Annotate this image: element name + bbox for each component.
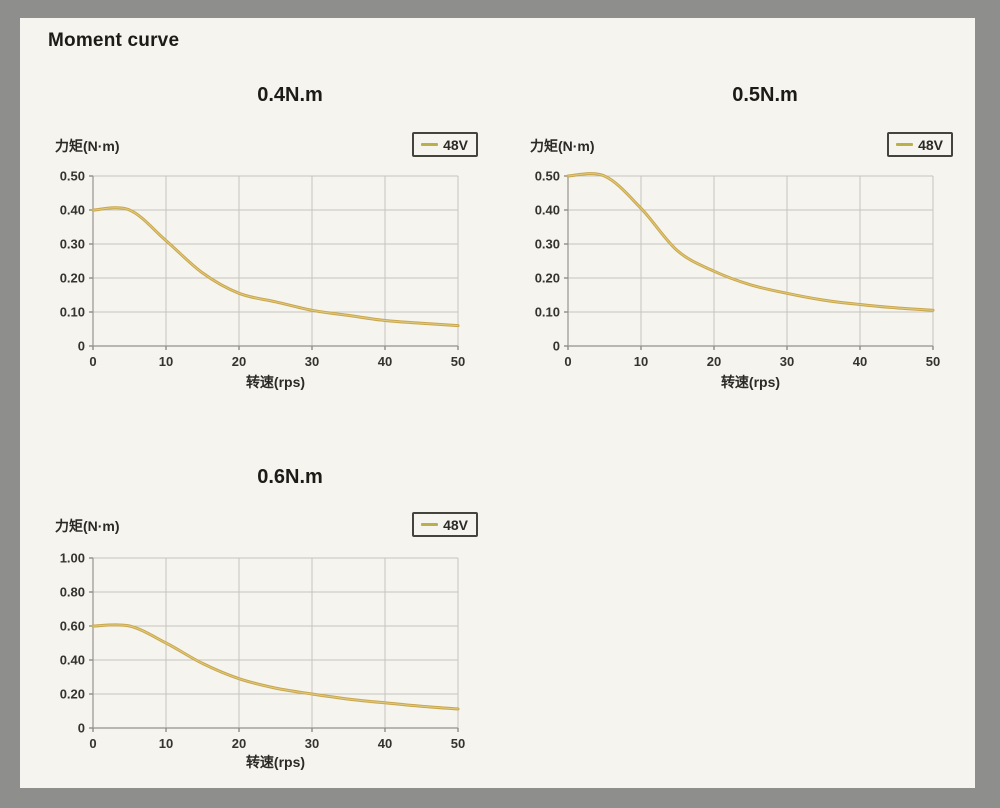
y-axis-label: 力矩(N·m) [55, 138, 120, 154]
x-tick-label: 50 [451, 354, 465, 369]
x-tick-label: 0 [89, 736, 96, 751]
torque-speed-plot: 0 0.20 0.40 0.60 0.80 1.00 0 10 20 30 40 50 [60, 551, 466, 752]
x-tick-label: 30 [780, 354, 794, 369]
y-tick-label: 0.60 [60, 619, 85, 634]
y-tick-label: 0.50 [535, 169, 560, 184]
legend: 48V [887, 132, 953, 157]
x-tick-label: 40 [378, 736, 392, 751]
chart-06nm: 0.6N.m 力矩(N·m) 48V 0 0.20 0.40 0.60 0.80 1.00… [40, 466, 480, 786]
y-tick-label: 0.10 [60, 305, 85, 320]
x-axis-label: 转速(rps) [720, 374, 781, 390]
chart-title: 0.4N.m [257, 84, 323, 106]
legend-line-icon [896, 143, 914, 146]
x-tick-label: 20 [232, 354, 246, 369]
y-tick-label: 0.40 [60, 653, 85, 668]
y-tick-label: 0.30 [535, 237, 560, 252]
chart-title: 0.5N.m [732, 84, 798, 106]
y-tick-label: 0.20 [60, 687, 85, 702]
torque-curve-48v [91, 623, 460, 711]
x-tick-label: 10 [159, 354, 173, 369]
x-tick-label: 20 [707, 354, 721, 369]
x-tick-label: 10 [634, 354, 648, 369]
legend: 48V [412, 512, 478, 537]
chart-header: 力矩(N·m) 48V [515, 132, 955, 160]
x-tick-label: 0 [564, 354, 571, 369]
chart-header: 力矩(N·m) 48V [40, 132, 480, 160]
torque-speed-plot: 0 0.10 0.20 0.30 0.40 0.50 0 10 20 30 40 50 [60, 169, 466, 370]
x-tick-label: 10 [159, 736, 173, 751]
torque-curve-highlight [92, 624, 459, 710]
torque-curve-highlight [567, 173, 934, 311]
chart-title: 0.6N.m [257, 466, 323, 488]
y-tick-label: 1.00 [60, 551, 85, 566]
y-tick-label: 0 [78, 721, 85, 736]
x-tick-label: 40 [853, 354, 867, 369]
legend-label: 48V [443, 516, 468, 533]
y-tick-label: 0.20 [535, 271, 560, 286]
x-tick-label: 30 [305, 354, 319, 369]
y-tick-label: 0.40 [535, 203, 560, 218]
y-axis-label: 力矩(N·m) [530, 138, 595, 154]
y-tick-label: 0 [78, 339, 85, 354]
x-tick-label: 40 [378, 354, 392, 369]
torque-curve-48v [566, 172, 935, 312]
page-title: Moment curve [48, 30, 180, 51]
y-tick-label: 0 [553, 339, 560, 354]
x-tick-label: 50 [926, 354, 940, 369]
torque-speed-plot: 0 0.10 0.20 0.30 0.40 0.50 0 10 20 30 40 50 [535, 169, 941, 370]
legend-line-icon [421, 143, 439, 146]
torque-curve-highlight [92, 207, 459, 327]
y-tick-label: 0.10 [535, 305, 560, 320]
x-tick-label: 20 [232, 736, 246, 751]
legend: 48V [412, 132, 478, 157]
chart-header: 力矩(N·m) 48V [40, 512, 480, 540]
y-tick-label: 0.40 [60, 203, 85, 218]
x-axis-label: 转速(rps) [245, 754, 306, 770]
content-panel: Moment curve 0.4N.m 力矩(N·m) 48V 0 0.10 0.2… [20, 18, 975, 788]
legend-label: 48V [443, 136, 468, 153]
x-tick-label: 50 [451, 736, 465, 751]
x-tick-label: 30 [305, 736, 319, 751]
y-tick-label: 0.20 [60, 271, 85, 286]
chart-04nm: 0.4N.m 力矩(N·m) 48V 0 0.10 0.20 0.30 0.40 0.50… [40, 84, 480, 404]
y-tick-label: 0.30 [60, 237, 85, 252]
torque-curve-48v [91, 206, 460, 328]
legend-label: 48V [918, 136, 943, 153]
x-tick-label: 0 [89, 354, 96, 369]
y-axis-label: 力矩(N·m) [55, 518, 120, 534]
y-tick-label: 0.80 [60, 585, 85, 600]
x-axis-label: 转速(rps) [245, 374, 306, 390]
legend-line-icon [421, 523, 439, 526]
y-tick-label: 0.50 [60, 169, 85, 184]
chart-05nm: 0.5N.m 力矩(N·m) 48V 0 0.10 0.20 0.30 0.40 0.50… [515, 84, 955, 404]
